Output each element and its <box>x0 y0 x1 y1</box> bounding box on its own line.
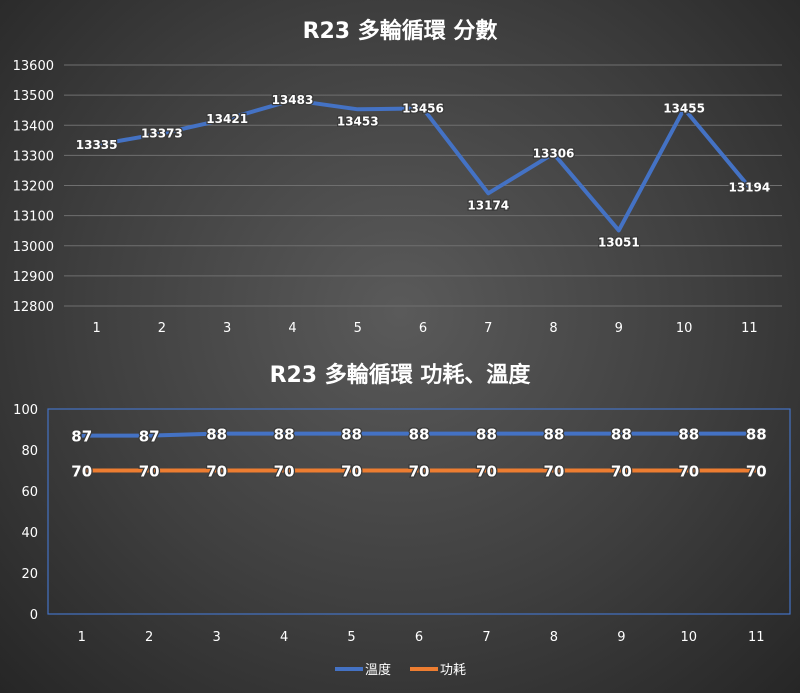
data-label: 87 <box>139 428 160 446</box>
x-tick-label: 8 <box>549 321 557 336</box>
score-chart: 12800 12900 13000 13100 13200 13300 13400 13500… <box>13 59 782 336</box>
chart-legend: 溫度 功耗 <box>335 662 466 678</box>
data-label: 13174 <box>467 198 509 212</box>
data-label: 88 <box>206 426 227 444</box>
x-tick-label: 10 <box>676 321 693 336</box>
data-label: 70 <box>476 463 497 481</box>
data-label: 70 <box>611 463 632 481</box>
x-tick-label: 5 <box>354 321 362 336</box>
x-tick-label: 9 <box>615 321 623 336</box>
x-tick-label: 6 <box>415 630 423 645</box>
data-label: 13306 <box>533 147 575 161</box>
y-tick-label: 13400 <box>13 119 54 134</box>
data-label: 70 <box>71 463 92 481</box>
x-tick-label: 3 <box>212 630 220 645</box>
data-label: 13335 <box>76 138 118 152</box>
x-tick-label: 10 <box>681 630 698 645</box>
power-temp-chart: 0 20 40 60 80 100 1 2 3 4 5 6 7 8 9 10 11 87 87 88 88 88 88 88 8… <box>13 403 791 645</box>
data-label: 70 <box>206 463 227 481</box>
x-tick-label: 9 <box>617 630 625 645</box>
data-label: 70 <box>341 463 362 481</box>
x-tick-label: 7 <box>482 630 490 645</box>
x-tick-label: 7 <box>484 321 492 336</box>
y-tick-label: 12900 <box>13 270 54 285</box>
chart-title-power-temp: R23 多輪循環 功耗、溫度 <box>270 362 532 388</box>
data-label: 70 <box>746 463 767 481</box>
chart-title-score: R23 多輪循環 分數 <box>303 18 498 44</box>
x-tick-label: 1 <box>78 630 86 645</box>
data-label: 88 <box>678 426 699 444</box>
x-tick-label: 1 <box>92 321 100 336</box>
x-tick-label: 6 <box>419 321 427 336</box>
y-tick-label: 13300 <box>13 149 54 164</box>
y-tick-label: 0 <box>30 608 38 623</box>
y-tick-label: 13200 <box>13 180 54 195</box>
series-line-temperature <box>81 431 757 438</box>
plot-area-frame <box>47 408 791 615</box>
data-label: 13453 <box>337 114 379 128</box>
data-label: 70 <box>543 463 564 481</box>
y-tick-label: 40 <box>21 526 38 541</box>
data-label: 13455 <box>663 102 705 116</box>
data-label: 88 <box>746 426 767 444</box>
x-tick-label: 4 <box>288 321 296 336</box>
y-tick-label: 100 <box>13 403 38 418</box>
data-label: 88 <box>274 426 295 444</box>
data-label: 13456 <box>402 101 444 115</box>
data-label: 13483 <box>272 93 314 107</box>
x-tick-label: 11 <box>741 321 758 336</box>
data-label: 88 <box>476 426 497 444</box>
data-label: 70 <box>139 463 160 481</box>
data-label: 13373 <box>141 126 183 140</box>
y-tick-label: 13000 <box>13 240 54 255</box>
data-label: 13051 <box>598 235 640 249</box>
data-label: 70 <box>409 463 430 481</box>
y-tick-label: 60 <box>21 485 38 500</box>
data-label: 70 <box>274 463 295 481</box>
series-line-score <box>96 98 751 233</box>
data-label: 88 <box>543 426 564 444</box>
x-tick-label: 2 <box>145 630 153 645</box>
data-label: 70 <box>678 463 699 481</box>
y-tick-label: 20 <box>21 567 38 582</box>
y-tick-label: 13600 <box>13 59 54 74</box>
data-label: 13421 <box>206 112 248 126</box>
x-tick-label: 3 <box>223 321 231 336</box>
x-tick-label: 5 <box>347 630 355 645</box>
y-tick-label: 13500 <box>13 89 54 104</box>
data-label: 88 <box>341 426 362 444</box>
x-tick-label: 4 <box>280 630 288 645</box>
data-label: 13194 <box>728 180 770 194</box>
x-tick-label: 11 <box>748 630 765 645</box>
data-label: 87 <box>71 428 92 446</box>
legend-label: 溫度 <box>365 662 391 678</box>
y-tick-label: 12800 <box>13 300 54 315</box>
legend-label: 功耗 <box>440 663 466 678</box>
x-tick-label: 8 <box>550 630 558 645</box>
data-label: 88 <box>409 426 430 444</box>
y-tick-label: 80 <box>21 444 38 459</box>
y-tick-label: 13100 <box>13 210 54 225</box>
data-label: 88 <box>611 426 632 444</box>
x-tick-label: 2 <box>158 321 166 336</box>
